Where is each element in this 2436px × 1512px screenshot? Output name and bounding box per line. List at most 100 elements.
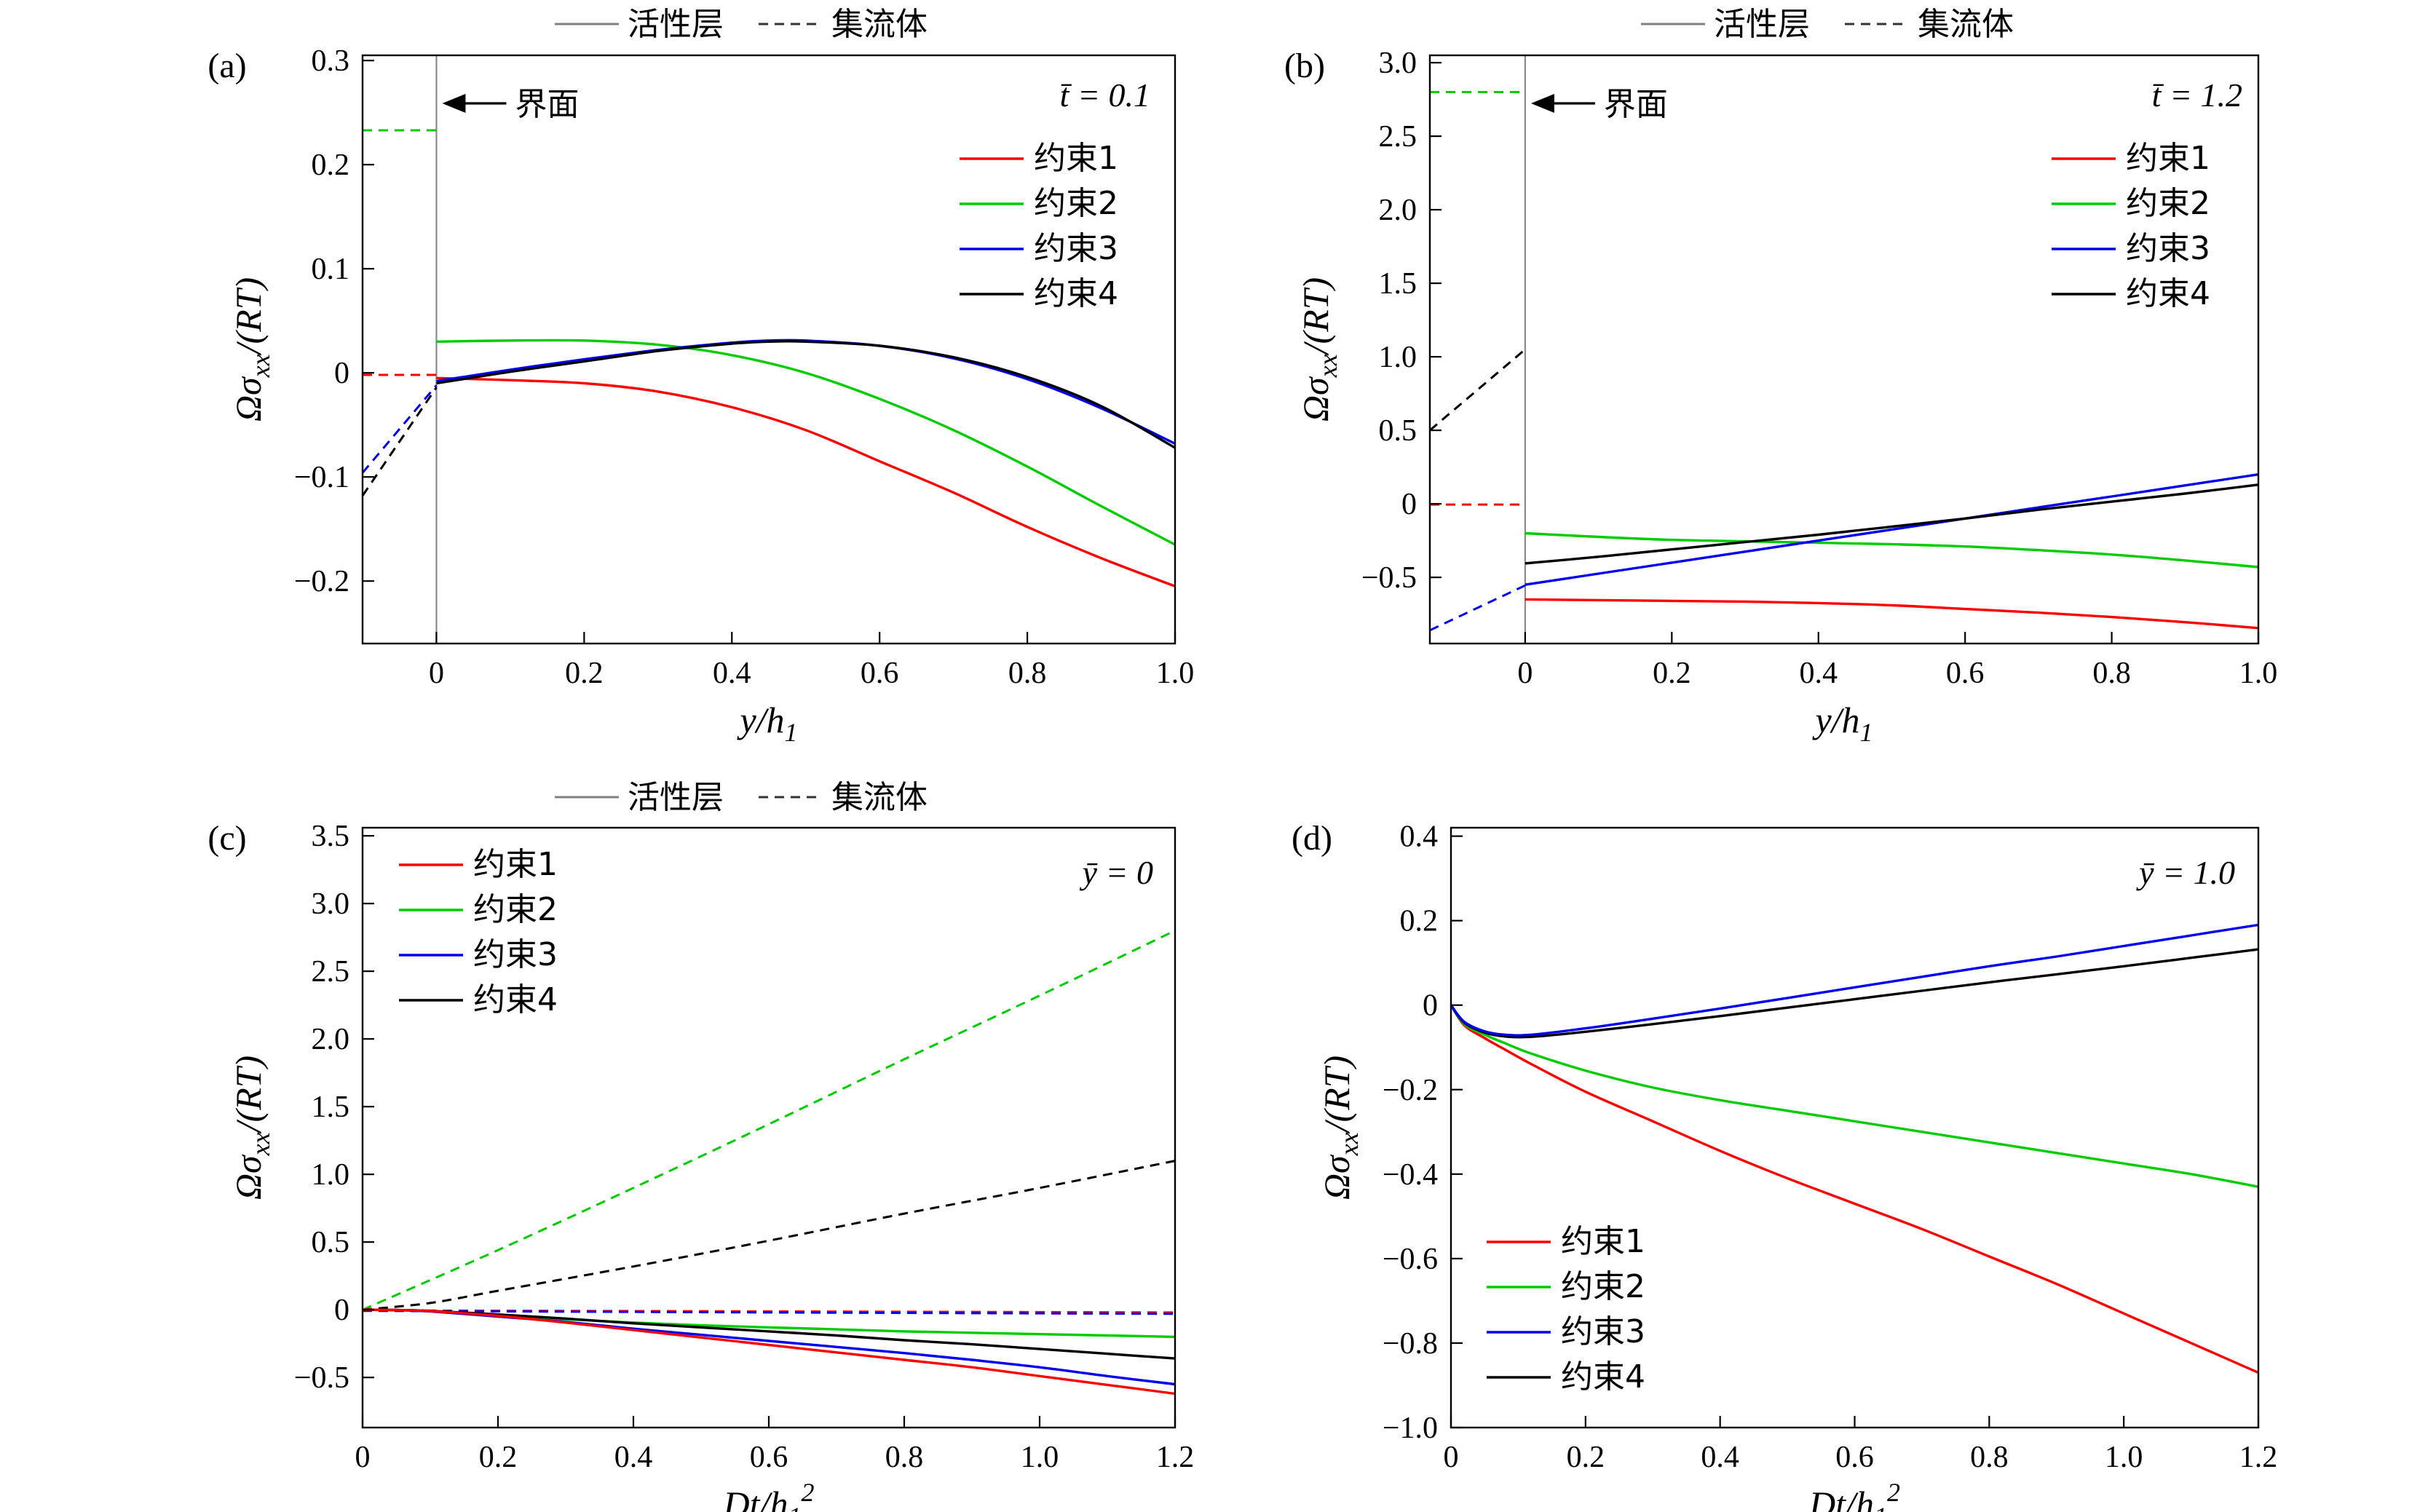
y-tick-label: 0.2 [1400,905,1439,938]
x-tick-label: 1.0 [2105,1441,2143,1474]
panel-a-layer-legend: 活性层 集流体 [555,6,928,43]
x-tick-label: 0.2 [1567,1441,1605,1474]
panel-c-series-constraint1-solid [362,1308,1176,1396]
panel-c-tag: (c) [207,819,246,858]
panel-c-series-constraint2-dashed [362,930,1176,1311]
legend-label-constraint2: 约束2 [2126,185,2210,222]
x-tick-label: 1.2 [2239,1441,2278,1474]
panel-d-series-constraint2-solid [1450,1004,2259,1188]
x-tick-label: 0.2 [1653,657,1691,690]
legend-label-constraint1: 约束1 [2126,140,2210,177]
y-tick-label: −0.8 [1383,1327,1438,1361]
y-tick-label: 0.4 [1400,820,1439,854]
y-tick-label: −0.6 [1383,1243,1438,1276]
x-tick-label: 0.4 [713,657,751,690]
panel-d-annotation: ȳ = 1.0 [2136,854,2235,891]
y-tick-label: 0.3 [312,44,350,78]
y-tick-label: −1.0 [1383,1412,1438,1445]
x-tick-label: 0.4 [1701,1441,1739,1474]
active-layer-label: 活性层 [628,779,724,816]
x-tick-label: 0 [1517,657,1533,690]
y-tick-label: 1.5 [1379,267,1417,301]
panel-d-xlabel: Dt/h12 [1808,1478,1900,1512]
x-tick-label: 0.8 [1970,1441,2009,1474]
panel-d: 0 0.2 0.4 0.6 0.8 1.0 1.2 0.4 0.2 0 −0.2 −0.4 −0.6 −0… [1292,819,2277,1512]
y-tick-label: −0.2 [294,565,349,598]
panel-b-interface-annotation: 界面 [1530,86,1668,123]
panel-b-legend: 约束1 约束2 约束3 约束4 [2052,140,2210,312]
legend-label-constraint1: 约束1 [473,846,558,883]
y-tick-label: 2.0 [312,1023,350,1056]
panel-a: 0 0.2 0.4 0.6 0.8 1.0 0.3 0.2 0.1 0 −0.1 −0.2 y/h1 Ωσ… [207,6,1194,747]
panel-b-series-constraint3-solid [1525,473,2259,586]
y-tick-label: 2.5 [1379,120,1417,154]
panel-d-legend: 约束1 约束2 约束3 约束4 [1487,1223,1645,1396]
legend-label-constraint2: 约束2 [1034,185,1118,222]
legend-label-constraint4: 约束4 [473,981,558,1018]
x-tick-label: 0.8 [885,1441,924,1474]
legend-label-constraint4: 约束4 [1034,275,1118,312]
panel-b-layer-legend: 活性层 集流体 [1641,6,2014,43]
y-tick-label: −0.5 [1361,561,1417,595]
legend-label-constraint1: 约束1 [1034,140,1118,177]
current-collector-label: 集流体 [831,779,928,816]
y-tick-label: 2.0 [1379,194,1417,227]
y-tick-label: −0.1 [294,461,349,494]
x-tick-label: 1.2 [1156,1441,1195,1474]
panel-b-series-constraint4-dashed [1429,348,1526,432]
panel-b-series-constraint2-solid [1525,531,2259,569]
panel-a-tag: (a) [207,47,246,85]
legend-label-constraint3: 约束3 [2126,230,2210,267]
y-tick-label: 0 [1401,488,1417,521]
panel-c-layer-legend: 活性层 集流体 [555,779,928,816]
y-tick-label: 0 [334,357,349,390]
x-tick-label: 0.6 [1946,657,1985,690]
panel-c-series-constraint3-dashed [362,1310,1176,1315]
panel-b-series-constraint1-solid [1525,598,2259,630]
y-tick-label: 0.1 [312,253,350,286]
legend-label-constraint4: 约束4 [1561,1358,1645,1396]
panel-d-series-constraint3-solid [1450,923,2259,1037]
y-tick-label: 0.2 [312,149,350,182]
x-tick-label: 0.2 [565,657,604,690]
y-tick-label: −0.4 [1383,1158,1438,1192]
active-layer-label: 活性层 [628,6,724,43]
panel-c-ticks: 0 0.2 0.4 0.6 0.8 1.0 1.2 3.5 3.0 2.5 2.0 1.5 1.0 0.5… [294,820,1194,1474]
panel-d-tag: (d) [1292,819,1332,858]
active-layer-label: 活性层 [1714,6,1810,43]
interface-arrow-icon [1530,94,1554,113]
y-tick-label: 1.0 [312,1158,350,1192]
panel-a-interface-label: 界面 [515,86,579,123]
panel-a-ticks: 0 0.2 0.4 0.6 0.8 1.0 0.3 0.2 0.1 0 −0.1 −0.2 [294,44,1194,690]
panel-b-tag: (b) [1284,47,1325,85]
y-tick-label: 1.5 [312,1091,350,1124]
legend-label-constraint3: 约束3 [1034,230,1118,267]
y-tick-label: 0.5 [312,1226,350,1259]
panel-a-axes-box [361,54,1177,645]
y-tick-label: 3.5 [312,820,350,853]
panel-a-annotation: t̄ = 0.1 [1060,76,1150,114]
x-tick-label: 0 [355,1441,371,1474]
x-tick-label: 0.8 [1008,657,1047,690]
panel-a-series-constraint1-solid [436,376,1176,587]
panel-b-axes-box [1428,54,2260,645]
legend-label-constraint3: 约束3 [473,936,558,973]
x-tick-label: 0 [1444,1441,1459,1474]
panel-a-legend: 约束1 约束2 约束3 约束4 [960,140,1118,312]
y-tick-label: 0.5 [1379,414,1417,448]
x-tick-label: 0.6 [861,657,899,690]
panel-d-ylabel: Ωσxx/(RT) [1316,1056,1364,1200]
panel-a-interface-annotation: 界面 [442,86,579,123]
x-tick-label: 1.0 [2239,657,2278,690]
legend-label-constraint1: 约束1 [1561,1223,1645,1260]
x-tick-label: 1.0 [1021,1441,1059,1474]
panel-a-xlabel: y/h1 [736,700,797,747]
panel-c: 0 0.2 0.4 0.6 0.8 1.0 1.2 3.5 3.0 2.5 2.0 1.5 1.0 0.5… [207,779,1194,1512]
panel-a-series-constraint3-dashed [361,384,438,474]
y-tick-label: −0.2 [1383,1074,1438,1107]
panel-b-annotation: t̄ = 1.2 [2152,76,2242,114]
y-tick-label: 3.0 [1379,47,1417,80]
y-tick-label: 3.0 [312,887,350,921]
